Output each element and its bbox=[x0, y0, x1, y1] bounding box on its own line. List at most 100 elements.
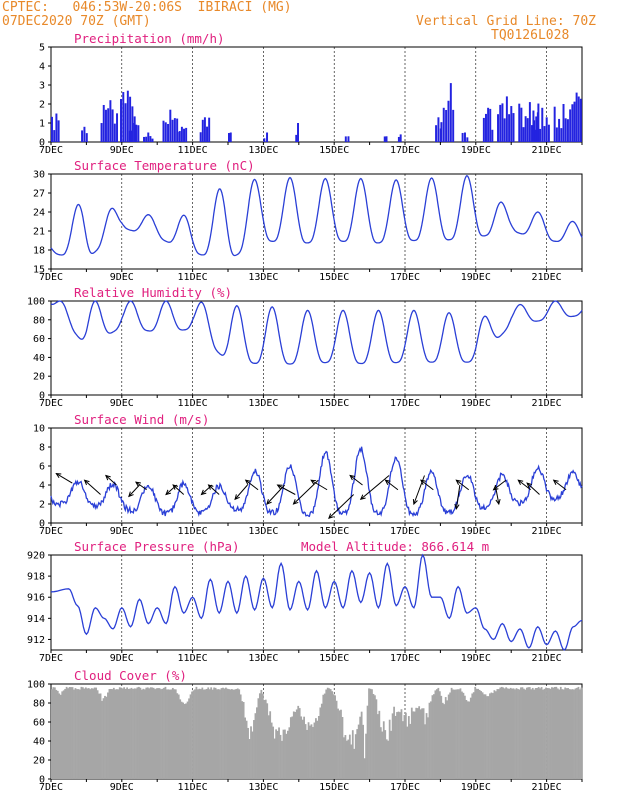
cloud-bar bbox=[228, 689, 230, 779]
cloud-bar bbox=[208, 689, 211, 779]
precip-bar bbox=[169, 109, 172, 142]
cloud-bar bbox=[548, 688, 550, 779]
precip-bar bbox=[397, 136, 400, 142]
cloud-bar bbox=[428, 702, 431, 779]
pres-xtick-label: 13DEC bbox=[248, 653, 278, 664]
cloud-bar bbox=[340, 709, 342, 779]
precip-bar bbox=[129, 96, 132, 142]
cloud-bar bbox=[419, 709, 422, 779]
cloud-bar bbox=[452, 689, 454, 779]
cloud-bar bbox=[347, 739, 350, 779]
temp-xtick-label: 13DEC bbox=[248, 272, 278, 283]
cloud-bar bbox=[464, 695, 466, 779]
wind-arrow-head bbox=[492, 485, 499, 491]
cloud-bar bbox=[542, 689, 544, 779]
rh-series-line bbox=[50, 300, 583, 365]
cloud-bar bbox=[487, 696, 490, 779]
cloud-bar bbox=[61, 691, 64, 779]
cloud-bar bbox=[136, 687, 139, 779]
cloud-bar bbox=[421, 708, 423, 779]
precip-bar bbox=[109, 100, 112, 142]
cloud-bar bbox=[341, 716, 344, 779]
cloud-bar bbox=[514, 689, 516, 779]
cloud-bar bbox=[166, 689, 168, 779]
cloud-bar bbox=[167, 689, 170, 779]
cloud-bar bbox=[363, 758, 366, 779]
wind-arrow-shaft bbox=[385, 479, 399, 491]
cloud-bar bbox=[267, 715, 270, 779]
cloud-bar bbox=[247, 727, 249, 779]
cloud-bar bbox=[319, 707, 322, 779]
cloud-bar bbox=[138, 686, 140, 779]
wind-arrow-shaft bbox=[360, 475, 390, 500]
cloud-ytick-label: 100 bbox=[27, 680, 45, 691]
precip-bar bbox=[539, 128, 542, 142]
precip-bar bbox=[573, 101, 576, 142]
wind-arrow-shaft bbox=[172, 484, 185, 495]
precip-bar bbox=[133, 123, 136, 142]
cloud-bar bbox=[435, 689, 438, 779]
precip-bar bbox=[575, 92, 578, 142]
cloud-bar bbox=[492, 693, 494, 779]
precip-bar bbox=[183, 128, 186, 142]
cloud-bar bbox=[186, 701, 189, 779]
cloud-bar bbox=[320, 703, 323, 779]
precip-bar bbox=[564, 118, 567, 142]
cloud-bar bbox=[53, 687, 56, 779]
cloud-bar bbox=[326, 687, 329, 779]
cloud-bar bbox=[152, 687, 155, 779]
cloud-bar bbox=[189, 694, 192, 779]
precip-bar bbox=[107, 108, 110, 142]
precip-bar bbox=[491, 129, 494, 142]
precip-bar bbox=[137, 125, 140, 142]
precip-bar bbox=[122, 92, 125, 142]
precip-bar bbox=[518, 103, 521, 142]
precip-bar bbox=[505, 96, 508, 142]
cloud-bar bbox=[135, 688, 137, 779]
precip-bar bbox=[531, 125, 533, 142]
cloud-xtick-label: 9DEC bbox=[110, 782, 134, 793]
cloud-bar bbox=[264, 699, 267, 779]
precip-bar bbox=[503, 118, 506, 142]
precip-bar bbox=[173, 118, 176, 142]
wind-arrow-head bbox=[349, 474, 356, 481]
cloud-bar bbox=[288, 727, 291, 779]
cloud-bar bbox=[368, 688, 370, 779]
cloud-bar bbox=[334, 695, 336, 779]
cloud-bar bbox=[534, 688, 537, 779]
cloud-bar bbox=[133, 688, 136, 779]
precip-bar bbox=[167, 123, 170, 142]
cloud-bar bbox=[397, 711, 400, 779]
cloud-bar bbox=[276, 730, 279, 779]
wind-arrow-head bbox=[455, 479, 462, 485]
cloud-bar bbox=[235, 689, 238, 779]
cloud-bar bbox=[493, 690, 496, 779]
temp-xtick-label: 17DEC bbox=[390, 272, 420, 283]
cloud-bar bbox=[213, 687, 216, 779]
precip-bar bbox=[437, 117, 440, 142]
cloud-bar bbox=[155, 688, 158, 779]
pres-ytick-label: 920 bbox=[27, 551, 45, 562]
precip-bar bbox=[512, 113, 515, 142]
wind-arrow-head bbox=[234, 494, 240, 501]
cloud-bar bbox=[313, 722, 316, 779]
cloud-bar bbox=[108, 689, 111, 779]
cloud-bar bbox=[354, 734, 357, 779]
cloud-bar bbox=[179, 699, 182, 779]
cloud-bar bbox=[384, 730, 387, 779]
cloud-bar bbox=[93, 687, 96, 779]
rh-ytick-label: 60 bbox=[33, 334, 45, 345]
cloud-bar bbox=[422, 708, 425, 779]
cloud-bar bbox=[505, 687, 508, 779]
cloud-bar bbox=[244, 717, 246, 779]
pres-xtick-label: 19DEC bbox=[461, 653, 491, 664]
cloud-bar bbox=[497, 689, 500, 779]
precip-bar bbox=[532, 110, 535, 142]
cloud-bar bbox=[64, 688, 67, 779]
precip-bar bbox=[520, 107, 523, 142]
cloud-bar bbox=[233, 689, 236, 779]
cloud-bar bbox=[253, 720, 255, 779]
wind-arrow-head bbox=[83, 479, 90, 486]
cloud-bar bbox=[229, 689, 232, 779]
cloud-bar bbox=[545, 687, 547, 779]
